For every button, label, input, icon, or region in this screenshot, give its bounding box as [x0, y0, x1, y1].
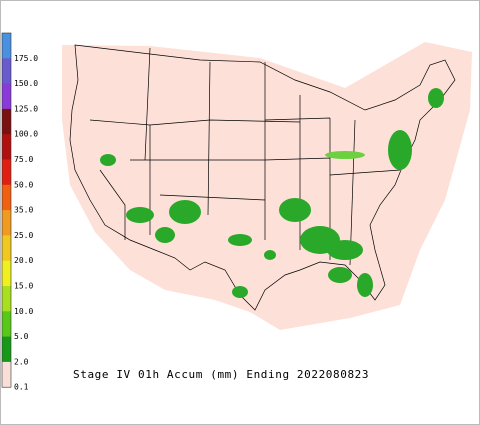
precipitation [100, 88, 444, 298]
legend-swatch [2, 235, 11, 262]
legend-label: 25.0 [14, 231, 33, 240]
legend-swatch [2, 311, 11, 338]
legend-label: 20.0 [14, 256, 33, 265]
rain-cell [228, 234, 252, 246]
coverage [62, 42, 472, 330]
legend: 175.0 150.0 125.0 100.0 75.0 50.0 35.0 25.0 20.0… [1, 32, 38, 392]
legend-swatch [2, 159, 11, 186]
us-outline [69, 44, 456, 311]
rain-cell [388, 130, 412, 170]
rain-cell [357, 273, 373, 297]
legend-label: 35.0 [14, 206, 33, 215]
map [62, 42, 472, 330]
legend-swatch [2, 83, 11, 110]
rain-cell [100, 154, 116, 166]
rain-cell [264, 250, 276, 260]
legend-swatch [2, 184, 11, 211]
legend-swatch [2, 286, 11, 312]
legend-label: 10.0 [14, 307, 33, 316]
legend-label: 100.0 [14, 130, 38, 139]
legend-swatch [2, 33, 11, 59]
rain-cell [232, 286, 248, 298]
legend-swatch [2, 260, 11, 287]
legend-swatch [2, 361, 11, 388]
legend-label: 75.0 [14, 155, 33, 164]
legend-label: 125.0 [14, 104, 38, 113]
legend-swatch [2, 108, 11, 135]
state-lines [89, 47, 401, 266]
legend-label: 150.0 [14, 79, 38, 88]
legend-label: 0.1 [14, 383, 29, 392]
legend-swatch [2, 336, 11, 363]
legend-label: 175.0 [14, 54, 38, 63]
rain-cell [155, 227, 175, 243]
legend-swatch [2, 58, 11, 85]
legend-swatch [2, 134, 11, 160]
legend-label: 2.0 [14, 357, 29, 366]
rain-cell [279, 198, 311, 222]
rain-cell [327, 240, 363, 260]
rain-cell [328, 267, 352, 283]
rain-cell [428, 88, 444, 108]
map-title: Stage IV 01h Accum (mm) Ending 202208082… [73, 368, 369, 381]
legend-border [1, 32, 12, 388]
legend-swatch [2, 210, 11, 236]
rain-cell [325, 151, 365, 159]
rain-cell [126, 207, 154, 223]
legend-label: 15.0 [14, 282, 33, 291]
legend-label: 5.0 [14, 332, 29, 341]
legend-label: 50.0 [14, 180, 33, 189]
rain-cell [169, 200, 201, 224]
